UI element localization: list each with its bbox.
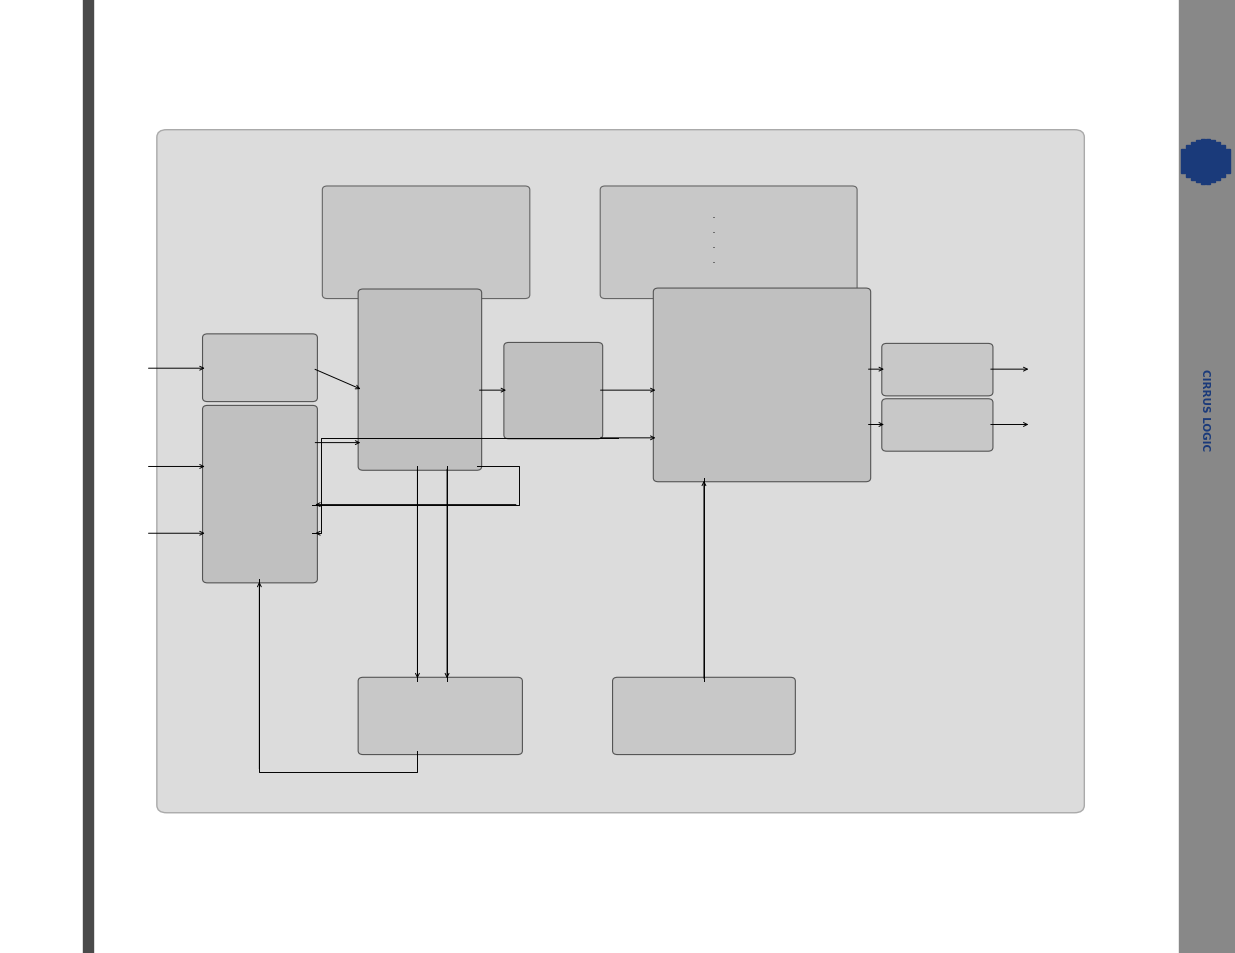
Text: ·
·
·
·: · · · ·	[711, 213, 716, 270]
FancyBboxPatch shape	[157, 131, 1084, 813]
Bar	[84, 0, 94, 953]
Text: CIRRUS LOGIC: CIRRUS LOGIC	[1200, 369, 1210, 451]
Bar	[1179, 0, 1235, 953]
Bar	[1207, 139, 1210, 185]
FancyBboxPatch shape	[322, 187, 530, 299]
FancyBboxPatch shape	[203, 406, 317, 583]
FancyBboxPatch shape	[653, 289, 871, 482]
Bar	[1187, 147, 1191, 177]
FancyBboxPatch shape	[504, 343, 603, 439]
FancyBboxPatch shape	[613, 678, 795, 755]
Bar	[1212, 141, 1215, 183]
Bar	[1202, 139, 1205, 185]
FancyBboxPatch shape	[882, 399, 993, 452]
Bar	[1216, 143, 1220, 181]
Bar	[1226, 151, 1230, 174]
FancyBboxPatch shape	[882, 344, 993, 396]
FancyBboxPatch shape	[358, 290, 482, 471]
Bar	[1197, 141, 1200, 183]
FancyBboxPatch shape	[358, 678, 522, 755]
FancyBboxPatch shape	[600, 187, 857, 299]
Bar	[1221, 147, 1225, 177]
Bar	[1181, 151, 1184, 174]
Bar	[1192, 143, 1195, 181]
FancyBboxPatch shape	[203, 335, 317, 402]
